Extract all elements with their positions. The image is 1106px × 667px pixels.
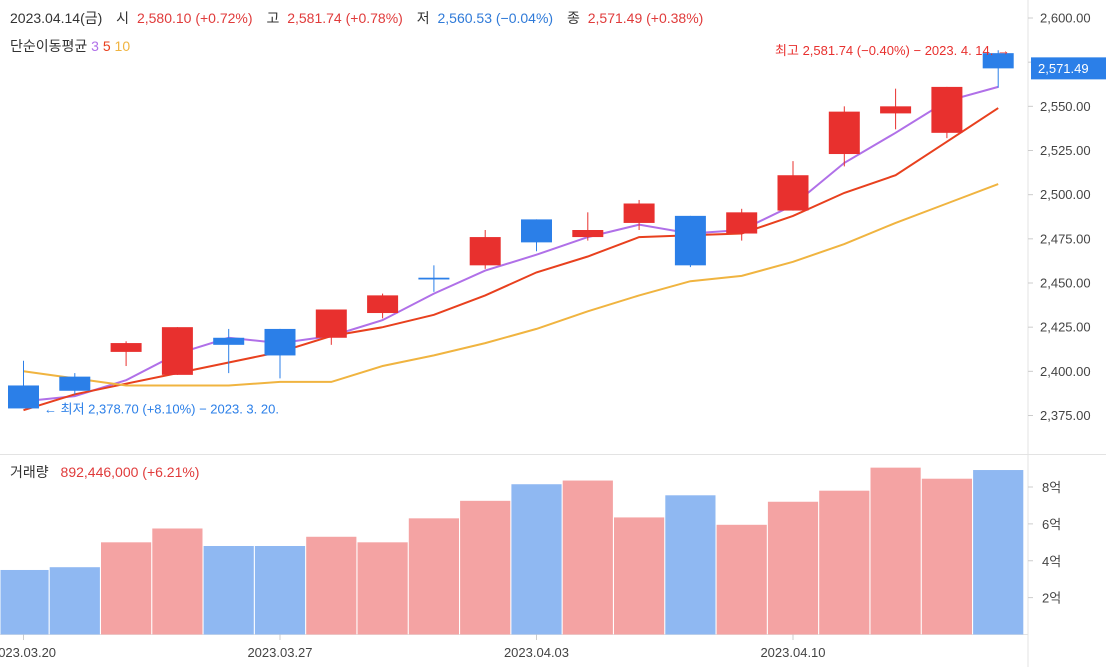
x-tick-label: 2023.04.03 [504, 645, 569, 660]
x-tick-label: 2023.04.10 [760, 645, 825, 660]
low-label: 저 [416, 10, 430, 26]
candle-body [521, 219, 552, 243]
volume-bar [49, 567, 100, 635]
ma3-legend: 3 [91, 38, 99, 54]
ma10-legend: 10 [114, 38, 131, 54]
candle-body [982, 53, 1014, 69]
volume-bar [357, 542, 408, 635]
volume-y-tick-label: 6억 [1042, 517, 1061, 532]
candle-body [418, 277, 450, 280]
high-label: 고 [266, 10, 280, 26]
candle-body [674, 215, 706, 266]
y-tick-label: 2,475.00 [1040, 231, 1091, 246]
x-tick-label: 2023.03.20 [0, 645, 56, 660]
volume-bar [870, 467, 921, 635]
volume-bar [203, 546, 254, 635]
volume-header: 거래량 892,446,000 (+6.21%) [10, 462, 199, 482]
candle-body [110, 343, 142, 352]
ma-10-line [23, 183, 999, 387]
candle-body [469, 237, 501, 266]
candle-body [572, 230, 604, 238]
volume-bar [973, 470, 1024, 635]
open-value: 2,580.10 (+0.72%) [136, 10, 253, 26]
header-date: 2023.04.14(금) [10, 10, 103, 26]
candle-body [777, 175, 809, 211]
y-tick-label: 2,375.00 [1040, 408, 1091, 423]
close-label: 종 [566, 10, 580, 26]
candle-body [59, 376, 91, 391]
volume-label: 거래량 [10, 464, 49, 480]
y-tick-label: 2,500.00 [1040, 187, 1091, 202]
last-price-badge [1031, 57, 1106, 80]
volume-bar [562, 480, 613, 635]
y-tick-label: 2,450.00 [1040, 276, 1091, 291]
volume-bar [460, 500, 511, 635]
candle-body [931, 86, 963, 133]
volume-bar [921, 478, 972, 635]
volume-bar [408, 518, 459, 635]
last-price-label: 2,571.49 [1038, 61, 1089, 76]
volume-value: 892,446,000 (+6.21%) [60, 464, 200, 480]
ohlc-header: 2023.04.14(금) 시 2,580.10 (+0.72%) 고 2,58… [10, 8, 707, 28]
high-value: 2,581.74 (+0.78%) [287, 10, 403, 26]
open-label: 시 [116, 10, 130, 26]
low-value: 2,560.53 (−0.04%) [437, 10, 554, 26]
candle-body [264, 328, 296, 356]
candle-body [8, 385, 39, 409]
volume-bar [511, 484, 562, 635]
candle-body [623, 203, 655, 223]
candle-body [880, 106, 912, 114]
close-value: 2,571.49 (+0.38%) [587, 10, 704, 26]
candle-body [213, 337, 245, 345]
moving-average-legend: 단순이동평균 3 5 10 [10, 36, 130, 56]
ma-label: 단순이동평균 [10, 38, 88, 54]
candle-body [315, 309, 347, 338]
x-tick-label: 2023.03.27 [247, 645, 312, 660]
candle-body [161, 327, 193, 375]
candle-body [828, 111, 860, 155]
volume-bar [0, 569, 49, 635]
volume-bar [665, 495, 716, 635]
y-tick-label: 2,425.00 [1040, 320, 1091, 335]
candle-body [367, 295, 399, 314]
y-tick-label: 2,525.00 [1040, 143, 1091, 158]
volume-bar [716, 524, 767, 635]
volume-y-tick-label: 4억 [1042, 554, 1061, 569]
low-annotation: ← 최저 2,378.70 (+8.10%) − 2023. 3. 20. [44, 401, 279, 416]
volume-bar [152, 528, 203, 635]
volume-bar [767, 501, 819, 635]
volume-bar [101, 542, 152, 635]
y-tick-label: 2,600.00 [1040, 11, 1091, 26]
ma5-legend: 5 [102, 38, 111, 54]
y-tick-label: 2,400.00 [1040, 364, 1091, 379]
high-annotation: 최고 2,581.74 (−0.40%) − 2023. 4. 14. → [775, 43, 1010, 58]
volume-y-tick-label: 2억 [1042, 591, 1061, 606]
volume-bar [614, 517, 665, 635]
candle-body [726, 212, 758, 234]
volume-y-tick-label: 8억 [1042, 480, 1061, 495]
volume-bar [254, 546, 306, 635]
volume-bar [819, 490, 870, 635]
volume-bar [306, 536, 357, 635]
y-tick-label: 2,550.00 [1040, 99, 1091, 114]
